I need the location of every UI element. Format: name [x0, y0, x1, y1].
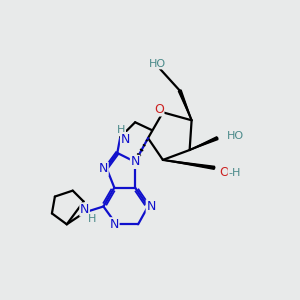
Text: O: O [219, 166, 229, 179]
Text: -H: -H [228, 168, 241, 178]
Text: N: N [80, 203, 89, 216]
Text: HO: HO [227, 131, 244, 141]
Text: N: N [146, 200, 156, 213]
Polygon shape [190, 137, 218, 150]
Polygon shape [163, 160, 214, 169]
Text: N: N [130, 155, 140, 168]
Text: N: N [121, 133, 130, 146]
Text: H: H [88, 214, 97, 224]
Polygon shape [178, 90, 192, 120]
Text: O: O [154, 103, 164, 116]
Text: H: H [117, 125, 125, 135]
Text: HO: HO [149, 59, 167, 69]
Text: N: N [110, 218, 119, 231]
Text: N: N [99, 162, 108, 175]
